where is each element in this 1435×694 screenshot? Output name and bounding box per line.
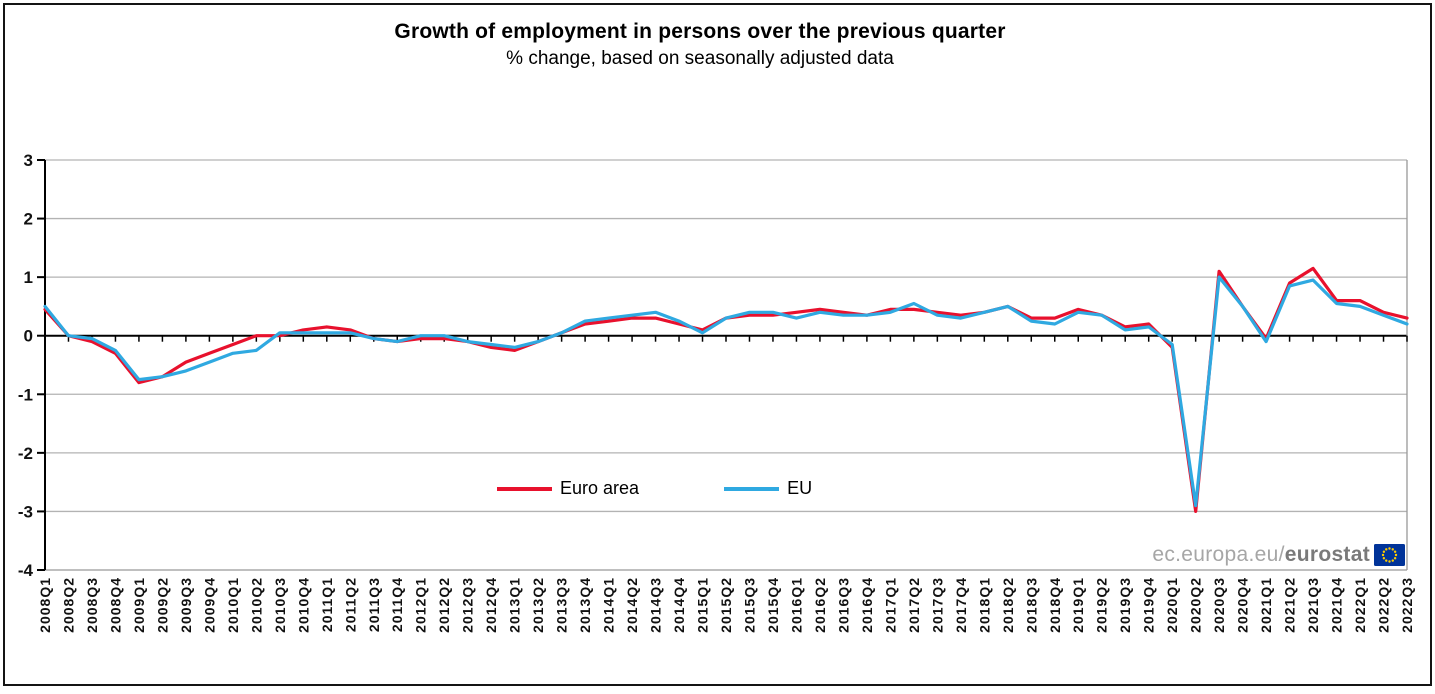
x-axis-label: 2016Q2: [812, 577, 828, 633]
x-axis-label: 2022Q3: [1399, 577, 1415, 633]
watermark-url-prefix: ec.europa.eu/: [1152, 543, 1285, 566]
x-axis-label: 2013Q4: [577, 577, 593, 633]
eu-flag-star: [1391, 548, 1394, 551]
eu-line-swatch: [724, 486, 780, 491]
x-axis-label: 2018Q4: [1047, 577, 1063, 633]
x-axis-label: 2012Q2: [436, 577, 452, 633]
x-axis-label: 2016Q1: [788, 577, 804, 633]
y-axis-label: 2: [24, 210, 33, 229]
x-axis-label: 2021Q3: [1305, 577, 1321, 633]
eu-flag-star: [1382, 550, 1386, 553]
legend: Euro area EU: [497, 478, 812, 499]
x-axis-label: 2008Q4: [107, 577, 123, 633]
chart-subtitle: % change, based on seasonally adjusted d…: [506, 48, 894, 69]
eu-flag-star: [1385, 559, 1388, 562]
eu-flag-field: [1374, 544, 1405, 566]
x-axis-label: 2020Q2: [1188, 577, 1204, 633]
x-axis-label: 2014Q4: [671, 577, 687, 633]
x-axis-label: 2016Q4: [859, 577, 875, 633]
x-axis-label: 2009Q1: [131, 577, 147, 633]
x-axis-label: 2012Q3: [460, 577, 476, 633]
x-axis-label: 2014Q3: [648, 577, 664, 633]
x-axis-label: 2022Q2: [1376, 577, 1392, 633]
x-axis-label: 2013Q3: [554, 577, 570, 633]
x-axis-label: 2019Q2: [1094, 577, 1110, 633]
x-axis-label: 2015Q2: [718, 577, 734, 633]
watermark-eurostat: eurostat: [1284, 543, 1370, 566]
y-axis-label: -2: [18, 444, 33, 463]
x-axis-label: 2021Q4: [1329, 577, 1345, 633]
x-axis-label: 2017Q3: [929, 577, 945, 633]
x-axis-label: 2011Q3: [366, 577, 382, 632]
x-axis-label: 2019Q1: [1070, 577, 1086, 633]
chart-header: Growth of employment in persons over the…: [0, 20, 1400, 70]
x-axis-label: 2008Q2: [60, 577, 76, 633]
eu-flag-star: [1393, 557, 1397, 560]
euro-area-line: [43, 266, 1409, 513]
x-axis-label: 2012Q1: [413, 577, 429, 633]
x-axis-label: 2018Q3: [1023, 577, 1039, 633]
x-axis-label: 2009Q4: [201, 577, 217, 633]
eu-flag-icon: [1374, 544, 1405, 566]
x-axis-label: 2021Q2: [1282, 577, 1298, 633]
legend-label-euro-area: Euro area: [560, 478, 640, 498]
x-axis-label: 2019Q4: [1141, 577, 1157, 633]
x-axis-label: 2015Q1: [695, 577, 711, 633]
eu-flag-star: [1385, 548, 1388, 551]
x-axis-label: 2010Q2: [248, 577, 264, 633]
chart-title: Growth of employment in persons over the…: [394, 20, 1006, 43]
eu-flag-star: [1393, 550, 1397, 553]
eu-flag-star: [1394, 553, 1398, 557]
x-axis-label: 2020Q4: [1235, 577, 1251, 633]
x-axis-label: 2013Q1: [507, 577, 523, 633]
x-axis-label: 2014Q2: [624, 577, 640, 633]
x-axis-label: 2011Q1: [319, 577, 335, 632]
legend-label-eu: EU: [787, 478, 813, 498]
eu-flag-star: [1391, 559, 1394, 562]
y-axis-label: -4: [18, 561, 34, 580]
x-axis-label: 2020Q3: [1211, 577, 1227, 633]
x-axis-label: 2022Q1: [1352, 577, 1368, 633]
legend-item-euro-area: Euro area: [497, 478, 639, 499]
legend-item-eu: EU: [724, 478, 812, 499]
x-axis-label: 2009Q3: [178, 577, 194, 633]
eu-flag-star: [1382, 557, 1386, 560]
x-axis-label: 2014Q1: [601, 577, 617, 633]
eu-line: [43, 275, 1409, 508]
x-axis-label: 2010Q4: [295, 577, 311, 633]
euro-area-line-swatch: [497, 486, 552, 491]
x-axis-label: 2017Q4: [953, 577, 969, 633]
y-axis-label: 3: [24, 151, 33, 170]
x-axis-label: 2013Q2: [530, 577, 546, 633]
x-axis-label: 2010Q1: [225, 577, 241, 633]
y-axis-label: 0: [24, 327, 33, 346]
x-axis-label: 2008Q1: [37, 577, 53, 633]
x-axis-label: 2015Q3: [741, 577, 757, 633]
x-axis-label: 2016Q3: [835, 577, 851, 633]
x-axis-label: 2020Q1: [1164, 577, 1180, 633]
x-axis-label: 2010Q3: [272, 577, 288, 633]
eu-flag-star: [1388, 560, 1391, 563]
eu-flag-star: [1388, 547, 1391, 550]
y-axis-label: -3: [18, 502, 33, 521]
y-axis-label: 1: [24, 268, 33, 287]
x-axis-label: 2009Q2: [154, 577, 170, 633]
x-axis-label: 2021Q1: [1258, 577, 1274, 633]
x-axis-label: 2012Q4: [483, 577, 499, 633]
x-axis-label: 2017Q1: [882, 577, 898, 633]
x-axis-label: 2018Q2: [1000, 577, 1016, 633]
x-axis-label: 2008Q3: [84, 577, 100, 633]
eurostat-watermark: ec.europa.eu/eurostat: [1152, 543, 1405, 567]
x-axis-label: 2011Q4: [389, 577, 405, 632]
x-axis-label: 2019Q3: [1117, 577, 1133, 633]
x-axis-label: 2018Q1: [976, 577, 992, 633]
eu-flag-star: [1381, 553, 1385, 557]
x-axis-label: 2011Q2: [342, 577, 358, 632]
y-axis-label: -1: [18, 385, 33, 404]
x-axis-label: 2017Q2: [906, 577, 922, 633]
x-axis-label: 2015Q4: [765, 577, 781, 633]
